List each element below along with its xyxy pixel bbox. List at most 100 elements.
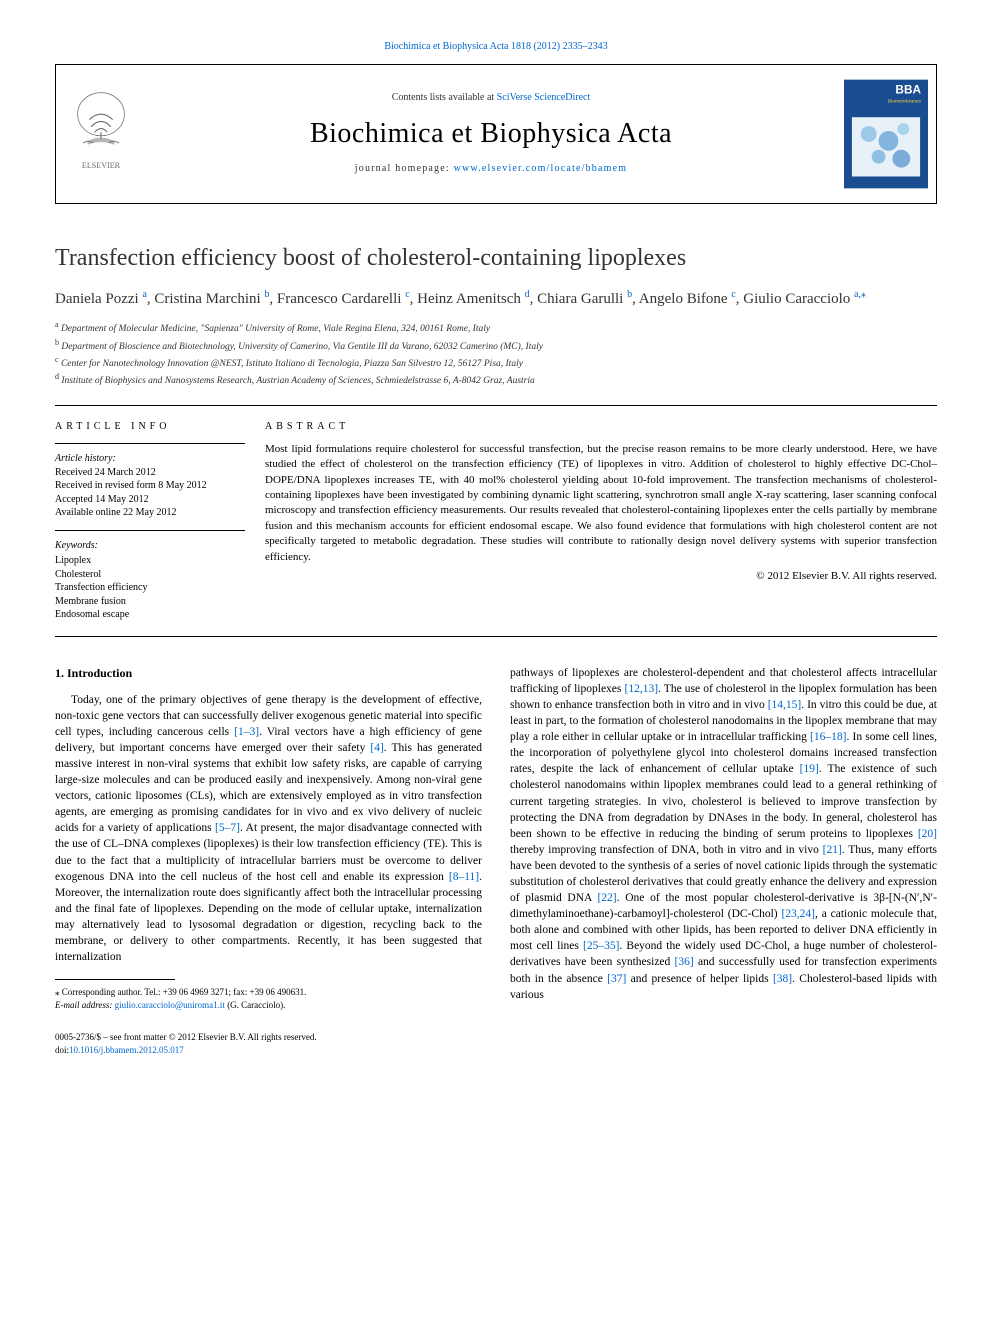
citation-ref[interactable]: [37] (607, 973, 626, 985)
corresponding-footnote: ⁎ Corresponding author. Tel.: +39 06 496… (55, 986, 482, 999)
citation-ref[interactable]: [23,24] (781, 908, 815, 920)
author-list: Daniela Pozzi a, Cristina Marchini b, Fr… (55, 288, 937, 309)
doi-prefix: doi: (55, 1045, 69, 1055)
email-person: (G. Caracciolo). (227, 1000, 285, 1010)
aff-sup: a (55, 320, 59, 329)
journal-homepage: journal homepage: www.elsevier.com/locat… (355, 162, 627, 176)
doi-line: doi:10.1016/j.bbamem.2012.05.017 (55, 1044, 482, 1057)
abstract-copyright: © 2012 Elsevier B.V. All rights reserved… (265, 569, 937, 584)
history-item: Received in revised form 8 May 2012 (55, 479, 245, 493)
sciverse-link[interactable]: SciVerse ScienceDirect (497, 92, 591, 103)
aff-text: Center for Nanotechnology Innovation @NE… (61, 359, 523, 369)
svg-text:BBA: BBA (895, 82, 921, 96)
footnote-separator (55, 979, 175, 980)
aff-sup: c (55, 355, 59, 364)
homepage-prefix: journal homepage: (355, 163, 454, 174)
elsevier-text: ELSEVIER (82, 161, 121, 170)
top-journal-citation: Biochimica et Biophysica Acta 1818 (2012… (55, 40, 937, 54)
article-info: article info Article history: Received 2… (55, 420, 265, 622)
abstract-text: Most lipid formulations require choleste… (265, 442, 937, 565)
email-link[interactable]: giulio.caracciolo@uniroma1.it (115, 1000, 225, 1010)
body-paragraph: pathways of lipoplexes are cholesterol-d… (510, 665, 937, 1003)
citation-ref[interactable]: [1–3] (234, 726, 259, 738)
homepage-link[interactable]: www.elsevier.com/locate/bbamem (454, 163, 628, 174)
history-item: Received 24 March 2012 (55, 466, 245, 480)
elsevier-tree-icon: ELSEVIER (66, 89, 136, 179)
citation-ref[interactable]: [14,15] (768, 699, 802, 711)
author-aff-sup: d (525, 289, 530, 300)
article-info-heading: article info (55, 420, 245, 434)
top-journal-link[interactable]: Biochimica et Biophysica Acta 1818 (2012… (384, 41, 607, 52)
journal-name: Biochimica et Biophysica Acta (310, 115, 672, 153)
body-paragraph: Today, one of the primary objectives of … (55, 692, 482, 966)
citation-ref[interactable]: [25–35] (583, 940, 619, 952)
author: Chiara Garulli (537, 291, 623, 307)
keyword: Endosomal escape (55, 608, 245, 622)
affiliation: d Institute of Biophysics and Nanosystem… (55, 371, 937, 388)
journal-header-box: ELSEVIER Contents lists available at Sci… (55, 64, 937, 204)
elsevier-logo: ELSEVIER (56, 65, 146, 203)
section-heading: 1. Introduction (55, 665, 482, 682)
body-column-right: pathways of lipoplexes are cholesterol-d… (510, 665, 937, 1057)
keywords-label: Keywords: (55, 539, 245, 553)
article-title: Transfection efficiency boost of cholest… (55, 242, 937, 274)
author-aff-sup: b (627, 289, 632, 300)
contents-available-line: Contents lists available at SciVerse Sci… (392, 91, 591, 105)
body-columns: 1. Introduction Today, one of the primar… (55, 665, 937, 1057)
keyword: Transfection efficiency (55, 581, 245, 595)
author: Angelo Bifone (639, 291, 728, 307)
author: Daniela Pozzi (55, 291, 139, 307)
keyword: Membrane fusion (55, 595, 245, 609)
body-column-left: 1. Introduction Today, one of the primar… (55, 665, 482, 1057)
history-item: Accepted 14 May 2012 (55, 493, 245, 507)
aff-text: Department of Bioscience and Biotechnolo… (61, 342, 543, 352)
journal-cover-thumbnail: BBA Biomembranes (836, 65, 936, 203)
email-label: E-mail address: (55, 1000, 112, 1010)
history-item: Available online 22 May 2012 (55, 506, 245, 520)
svg-text:Biomembranes: Biomembranes (888, 98, 922, 104)
aff-sup: d (55, 372, 59, 381)
keyword: Lipoplex (55, 554, 245, 568)
footer: 0005-2736/$ – see front matter © 2012 El… (55, 1031, 482, 1056)
citation-ref[interactable]: [19] (800, 763, 819, 775)
author-aff-sup: c (405, 289, 409, 300)
citation-ref[interactable]: [5–7] (215, 822, 240, 834)
author: Heinz Amenitsch (417, 291, 521, 307)
affiliation: c Center for Nanotechnology Innovation @… (55, 354, 937, 371)
citation-ref[interactable]: [12,13] (624, 683, 658, 695)
citation-ref[interactable]: [4] (370, 742, 383, 754)
author-aff-sup: b (264, 289, 269, 300)
email-footnote: E-mail address: giulio.caracciolo@unirom… (55, 999, 482, 1012)
citation-ref[interactable]: [16–18] (810, 731, 846, 743)
corresponding-star: ,⁎ (859, 289, 867, 300)
front-matter-line: 0005-2736/$ – see front matter © 2012 El… (55, 1031, 482, 1044)
doi-link[interactable]: 10.1016/j.bbamem.2012.05.017 (69, 1045, 184, 1055)
abstract-heading: abstract (265, 420, 937, 434)
abstract: abstract Most lipid formulations require… (265, 420, 937, 622)
info-divider (55, 443, 245, 444)
keyword: Cholesterol (55, 568, 245, 582)
author: Giulio Caracciolo (743, 291, 850, 307)
affiliation: b Department of Bioscience and Biotechno… (55, 337, 937, 354)
citation-ref[interactable]: [38] (773, 973, 792, 985)
citation-ref[interactable]: [8–11] (449, 871, 479, 883)
citation-ref[interactable]: [36] (675, 956, 694, 968)
affiliations: a Department of Molecular Medicine, "Sap… (55, 319, 937, 389)
author-aff-sup: a (142, 289, 146, 300)
footnotes: ⁎ Corresponding author. Tel.: +39 06 496… (55, 986, 482, 1011)
aff-text: Department of Molecular Medicine, "Sapie… (61, 324, 490, 334)
aff-sup: b (55, 338, 59, 347)
citation-ref[interactable]: [20] (918, 828, 937, 840)
info-divider (55, 530, 245, 531)
affiliation: a Department of Molecular Medicine, "Sap… (55, 319, 937, 336)
author-aff-sup: c (731, 289, 735, 300)
contents-prefix: Contents lists available at (392, 92, 497, 103)
header-center: Contents lists available at SciVerse Sci… (146, 65, 836, 203)
citation-ref[interactable]: [21] (823, 844, 842, 856)
info-abstract-box: article info Article history: Received 2… (55, 405, 937, 637)
cover-icon: BBA Biomembranes (844, 79, 928, 189)
history-label: Article history: (55, 452, 245, 466)
aff-text: Institute of Biophysics and Nanosystems … (61, 377, 534, 387)
author: Cristina Marchini (154, 291, 260, 307)
citation-ref[interactable]: [22] (597, 892, 616, 904)
